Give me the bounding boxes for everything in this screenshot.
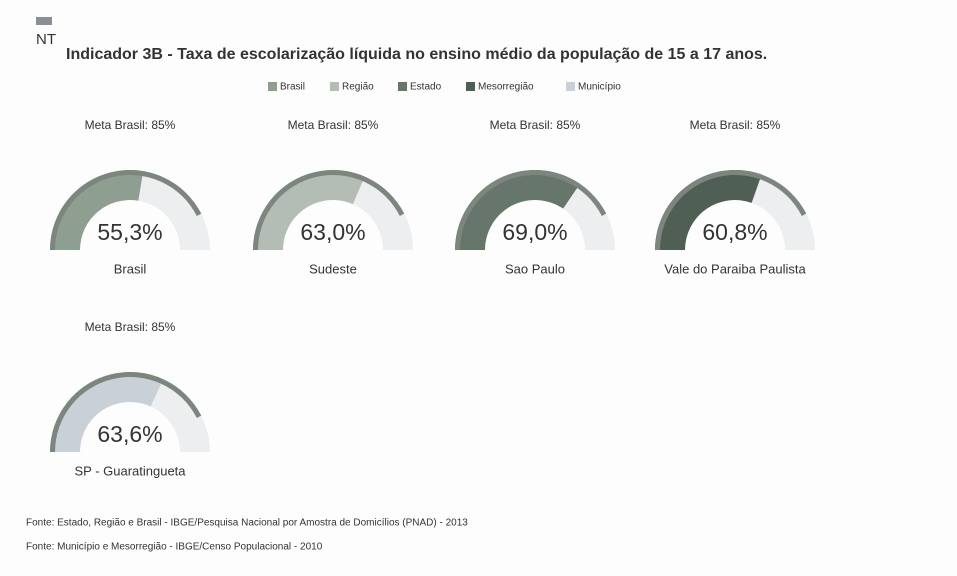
legend-swatch (466, 82, 475, 91)
gauge-fill (50, 169, 144, 250)
target-label: Meta Brasil: 85% (690, 118, 781, 132)
legend-label: Brasil (280, 82, 305, 93)
target-label: Meta Brasil: 85% (85, 118, 176, 132)
gauge-name: Brasil (114, 261, 147, 276)
icon-label: NT (36, 31, 56, 48)
chart-title: Indicador 3B - Taxa de escolarização líq… (66, 46, 767, 63)
target-label: Meta Brasil: 85% (288, 118, 379, 132)
value-label: 69,0% (502, 219, 567, 245)
gauge-name: SP - Guaratingueta (74, 463, 186, 478)
value-label: 60,8% (702, 219, 767, 245)
value-label: 63,6% (97, 421, 162, 447)
legend-swatch (268, 82, 277, 91)
target-label: Meta Brasil: 85% (490, 118, 581, 132)
value-label: 63,0% (300, 219, 365, 245)
legend-label: Mesorregião (478, 82, 534, 93)
legend-label: Região (342, 82, 374, 93)
source-note: Fonte: Município e Mesorregião - IBGE/Ce… (26, 542, 323, 553)
legend-label: Município (578, 82, 621, 93)
legend-swatch (566, 82, 575, 91)
icon (36, 17, 52, 25)
gauge-fill (655, 170, 762, 250)
legend-swatch (398, 82, 407, 91)
source-note: Fonte: Estado, Região e Brasil - IBGE/Pe… (26, 518, 468, 529)
legend-label: Estado (410, 82, 442, 93)
legend-swatch (330, 82, 339, 91)
gauge-name: Vale do Paraiba Paulista (664, 261, 806, 276)
value-label: 55,3% (97, 219, 162, 245)
gauge-name: Sao Paulo (505, 261, 565, 276)
target-label: Meta Brasil: 85% (85, 320, 176, 334)
gauge-name: Sudeste (309, 261, 357, 276)
